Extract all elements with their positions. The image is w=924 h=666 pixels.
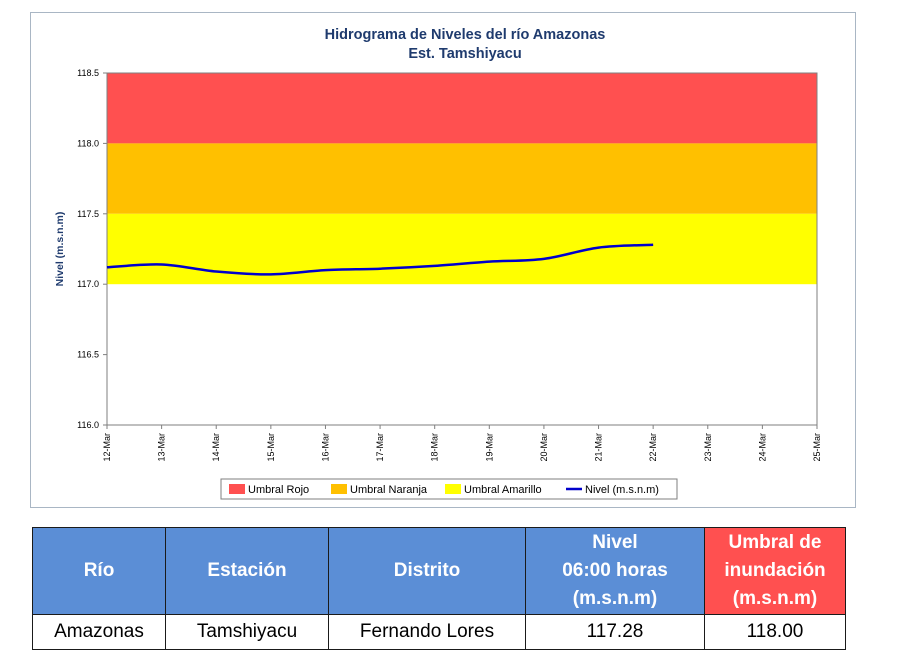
band-0: [107, 73, 817, 144]
legend-label: Umbral Rojo: [248, 484, 309, 496]
header-umbral-line2: inundación: [724, 560, 826, 581]
y-tick-label: 116.5: [77, 350, 99, 360]
x-tick-label: 20-Mar: [539, 433, 549, 462]
cell-distrito: Fernando Lores: [328, 614, 526, 650]
x-tick-label: 17-Mar: [375, 433, 385, 462]
legend-label: Umbral Naranja: [350, 484, 428, 496]
x-tick-label: 22-Mar: [648, 433, 658, 462]
legend-label: Nivel (m.s.n.m): [585, 484, 659, 496]
y-tick-label: 117.0: [77, 279, 99, 289]
legend-swatch: [445, 484, 461, 494]
header-rio: Río: [32, 527, 166, 615]
legend-label: Umbral Amarillo: [464, 484, 542, 496]
x-tick-label: 19-Mar: [484, 433, 494, 462]
cell-estacion: Tamshiyacu: [165, 614, 329, 650]
table-row: Amazonas Tamshiyacu Fernando Lores 117.2…: [32, 614, 846, 650]
station-table: Río Estación Distrito Nivel 06:00 horas …: [32, 527, 846, 650]
x-tick-label: 12-Mar: [102, 433, 112, 462]
x-tick-label: 18-Mar: [430, 433, 440, 462]
x-tick-label: 13-Mar: [157, 433, 167, 462]
x-axis-ticks: 12-Mar 13-Mar 14-Mar 15-Mar 16-Mar 17-Mar 18-M…: [102, 425, 822, 462]
hydrograph-chart: Hidrograma de Niveles del río Amazonas E…: [54, 27, 822, 500]
cell-nivel: 117.28: [525, 614, 705, 650]
header-nivel-line1: Nivel: [592, 532, 638, 553]
y-tick-label: 116.0: [77, 420, 99, 430]
header-nivel: Nivel 06:00 horas (m.s.n.m): [525, 527, 705, 615]
x-tick-label: 15-Mar: [266, 433, 276, 462]
cell-umbral: 118.00: [704, 614, 846, 650]
cell-rio: Amazonas: [32, 614, 166, 650]
y-tick-label: 118.0: [77, 138, 99, 148]
band-2: [107, 213, 817, 285]
y-axis-ticks: 116.0 116.5 117.0 117.5 118.0 118.5: [77, 68, 107, 430]
threshold-bands: [107, 73, 817, 285]
plot-area-border: [106, 72, 818, 426]
table-header-row: Río Estación Distrito Nivel 06:00 horas …: [32, 527, 846, 615]
band-1: [107, 143, 817, 214]
header-umbral: Umbral de inundación (m.s.n.m): [704, 527, 846, 615]
y-axis-title: Nivel (m.s.n.m): [54, 212, 66, 287]
chart-legend: Umbral Rojo Umbral Naranja Umbral Amarillo…: [220, 478, 678, 500]
legend-swatch: [331, 484, 347, 494]
header-nivel-line2: 06:00 horas: [562, 560, 668, 581]
y-tick-label: 117.5: [77, 209, 99, 219]
x-tick-label: 24-Mar: [757, 433, 767, 462]
chart-container: Hidrograma de Niveles del río Amazonas E…: [30, 12, 856, 508]
series-layer: [106, 243, 654, 276]
chart-title: Hidrograma de Niveles del río Amazonas: [325, 27, 606, 43]
x-tick-label: 14-Mar: [211, 433, 221, 462]
header-umbral-line1: Umbral de: [728, 532, 822, 553]
header-umbral-line3: (m.s.n.m): [732, 588, 818, 609]
x-tick-label: 23-Mar: [703, 433, 713, 462]
header-distrito: Distrito: [328, 527, 526, 615]
x-tick-label: 25-Mar: [812, 433, 822, 462]
header-estacion: Estación: [165, 527, 329, 615]
chart-subtitle: Est. Tamshiyacu: [408, 46, 521, 62]
legend-swatch: [229, 484, 245, 494]
x-tick-label: 21-Mar: [594, 433, 604, 462]
x-tick-label: 16-Mar: [320, 433, 330, 462]
header-nivel-line3: (m.s.n.m): [572, 588, 658, 609]
y-tick-label: 118.5: [77, 68, 99, 78]
